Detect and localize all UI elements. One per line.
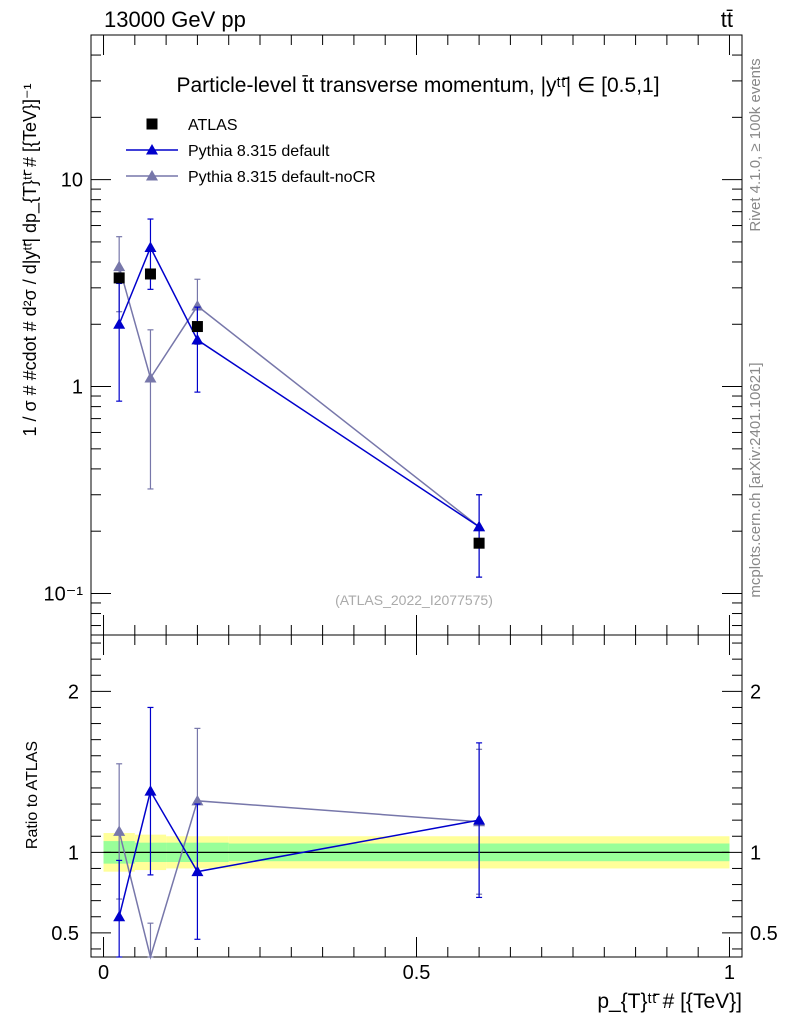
legend-marker-triangle xyxy=(146,170,158,181)
analysis-watermark: (ATLAS_2022_I2077575) xyxy=(335,592,493,608)
legend-marker-square xyxy=(146,118,158,130)
ratio-axis-tick-labels: 0.5 0.5 1 1 2 2 0 0.5 1 xyxy=(51,681,778,984)
ratio-y-axis-label: Ratio to ATLAS xyxy=(24,741,41,849)
ratio-point xyxy=(191,865,204,877)
ratio-series-pythia-8-315-default xyxy=(113,706,486,958)
main-series-atlas xyxy=(113,268,485,549)
rivet-version-label: Rivet 4.1.0, ≥ 100k events xyxy=(747,58,764,231)
x-tick-label: 1 xyxy=(724,962,735,984)
main-mc-point xyxy=(191,333,204,345)
main-data-point xyxy=(144,268,156,280)
legend-marker-triangle xyxy=(146,144,158,155)
main-series-layer xyxy=(113,218,486,578)
main-panel: 10⁻¹ 1 10 (ATLAS_2022_I2077575) Particle-l… xyxy=(20,34,743,636)
ratio-y-tick-label: 0.5 xyxy=(51,923,79,945)
header-process-label: tt̄ xyxy=(721,7,733,32)
main-y-tick-label: 10⁻¹ xyxy=(44,583,84,605)
main-series-line xyxy=(118,266,480,528)
ratio-y-tick-label: 2 xyxy=(68,681,79,703)
ratio-panel: 0.5 0.5 1 1 2 2 0 0.5 1 Ratio to ATLAS p_{T}ᵗᵗ̄ … xyxy=(24,634,778,1013)
main-y-tick-label: 1 xyxy=(72,377,83,399)
ratio-point xyxy=(113,910,126,922)
legend-entry: Pythia 8.315 default xyxy=(126,143,330,160)
main-axis-ticks xyxy=(91,34,742,635)
main-mc-point xyxy=(113,318,126,329)
main-series-line xyxy=(118,245,480,528)
main-mc-point xyxy=(144,241,157,252)
ratio-y-tick-label: 1 xyxy=(68,842,79,864)
legend-label: Pythia 8.315 default xyxy=(188,143,330,160)
main-axis-tick-labels: 10⁻¹ 1 10 xyxy=(44,170,84,606)
ratio-point xyxy=(191,794,204,806)
ratio-y-tick-label-right: 2 xyxy=(750,681,761,703)
legend-entry: Pythia 8.315 default-noCR xyxy=(126,169,376,186)
legend: ATLAS Pythia 8.315 default Pythia 8.315 de… xyxy=(126,117,376,186)
ratio-series-line xyxy=(118,800,480,960)
main-mc-point xyxy=(144,371,157,383)
main-mc-point xyxy=(191,300,204,311)
ratio-point xyxy=(113,825,126,836)
main-mc-point xyxy=(113,260,126,272)
ratio-point xyxy=(144,785,157,796)
x-tick-label: 0.5 xyxy=(403,962,431,984)
main-y-axis-label: 1 / σ # #cdot # d²σ / d|yᵗᵗ̄| dp_{T}ᵗᵗ̄ … xyxy=(20,83,41,436)
ratio-y-tick-label-right: 1 xyxy=(750,842,761,864)
legend-entry: ATLAS xyxy=(146,117,238,134)
x-axis-label: p_{T}ᵗᵗ̄ # [{TeV}] xyxy=(597,990,742,1013)
legend-label: ATLAS xyxy=(188,117,238,134)
main-data-point xyxy=(473,537,485,549)
ratio-axis-ticks xyxy=(91,635,742,957)
main-mc-point xyxy=(473,520,486,532)
main-title: Particle-level t̄t transverse momentum, … xyxy=(176,74,659,97)
main-data-point xyxy=(113,272,125,284)
ratio-y-tick-label-right: 0.5 xyxy=(750,923,778,945)
ratio-series-line xyxy=(118,789,480,917)
legend-label: Pythia 8.315 default-noCR xyxy=(188,169,376,186)
x-tick-label: 0 xyxy=(98,962,109,984)
header-energy-label: 13000 GeV pp xyxy=(104,7,246,32)
ratio-series-layer xyxy=(113,706,486,960)
main-data-point xyxy=(191,321,203,333)
main-series-pythia-8-315-default xyxy=(113,218,486,578)
source-label: mcplots.cern.ch [arXiv:2401.10621] xyxy=(747,362,764,597)
ratio-point xyxy=(473,814,486,825)
main-y-tick-label: 10 xyxy=(61,170,83,192)
